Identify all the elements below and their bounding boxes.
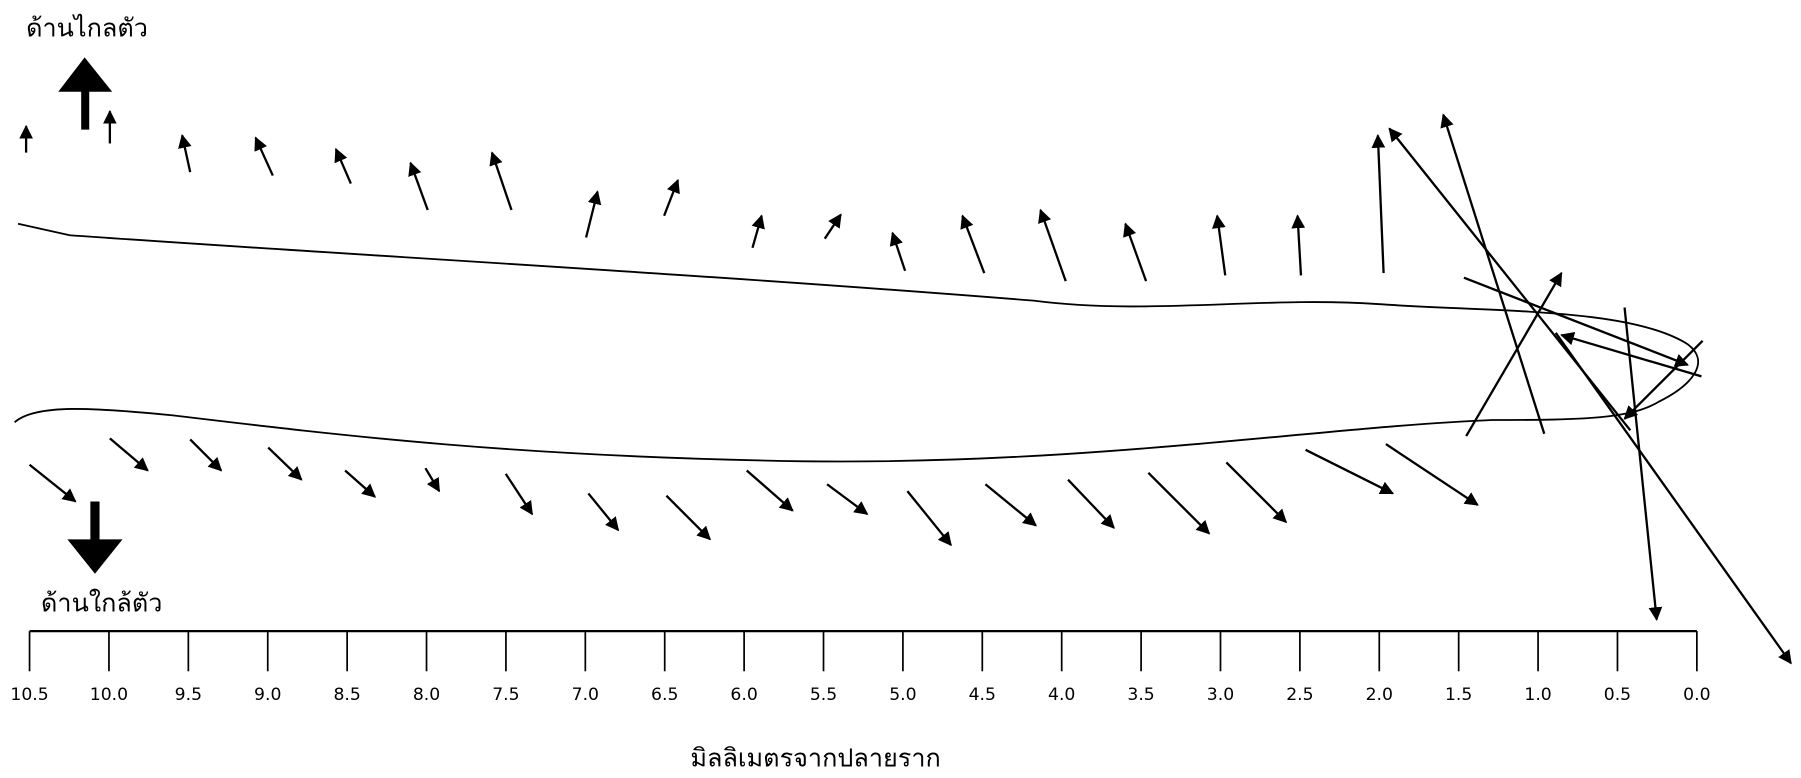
tick-label: 2.5 xyxy=(1286,685,1313,705)
growth-arrow xyxy=(408,161,429,211)
far-arrow xyxy=(58,57,113,130)
growth-arrow xyxy=(906,490,952,547)
tick-label: 5.5 xyxy=(810,685,837,705)
growth-arrow xyxy=(663,178,680,217)
growth-arrow xyxy=(665,494,711,541)
tick-label: 6.5 xyxy=(651,685,678,705)
growth-arrow xyxy=(109,437,149,472)
growth-arrow xyxy=(178,134,192,173)
tick-label: 1.5 xyxy=(1445,685,1472,705)
growth-arrow xyxy=(254,136,274,177)
growth-arrow xyxy=(1623,339,1704,420)
tick-label: 5.0 xyxy=(889,685,916,705)
growth-arrow xyxy=(504,473,534,516)
tick-label: 6.0 xyxy=(730,685,757,705)
tick-label: 0.5 xyxy=(1604,685,1631,705)
growth-arrow xyxy=(823,213,842,240)
tick-label: 4.5 xyxy=(969,685,996,705)
growth-arrow xyxy=(1147,471,1211,535)
growth-arrow xyxy=(1385,443,1479,506)
tick-label: 10.0 xyxy=(90,685,128,705)
tick-label: 1.0 xyxy=(1524,685,1551,705)
growth-arrow xyxy=(751,214,765,249)
tick-label: 4.0 xyxy=(1048,685,1075,705)
growth-arrow xyxy=(1212,214,1227,276)
growth-arrow xyxy=(1623,307,1663,622)
growth-arrow xyxy=(587,492,620,532)
growth-arrow xyxy=(960,214,986,274)
growth-arrow xyxy=(1463,276,1689,367)
axis-ticks: 10.5 10.0 9.5 9.0 8.5 8.0 7.5 7.0 6.5 6.0 5.5 5.0 4.… xyxy=(10,631,1711,705)
growth-arrow xyxy=(584,190,602,238)
growth-arrow xyxy=(1305,448,1395,495)
growth-arrow xyxy=(826,483,869,515)
growth-arrow xyxy=(1440,113,1546,435)
growth-arrow xyxy=(1554,332,1792,665)
tick-label: 7.5 xyxy=(492,685,519,705)
growth-arrow xyxy=(1225,461,1288,524)
near-arrow xyxy=(67,501,123,574)
tick-label: 3.0 xyxy=(1207,685,1234,705)
growth-arrow xyxy=(889,231,907,272)
root-outline xyxy=(14,222,1700,463)
growth-arrow xyxy=(334,147,352,185)
growth-arrow xyxy=(1465,271,1563,437)
growth-arrow xyxy=(1291,214,1306,276)
growth-arrow xyxy=(1038,208,1067,282)
tick-label: 10.5 xyxy=(10,685,48,705)
growth-arrow xyxy=(267,446,303,481)
growth-arrow xyxy=(1560,331,1702,378)
growth-arrow xyxy=(984,483,1037,527)
tick-label: 0.0 xyxy=(1683,685,1710,705)
tick-label: 8.5 xyxy=(333,685,360,705)
axis-title: มิลลิเมตรจากปลายราก xyxy=(690,744,940,773)
tick-label: 8.0 xyxy=(413,685,440,705)
growth-arrows xyxy=(19,109,1792,665)
growth-arrow xyxy=(1123,222,1148,282)
tick-label: 9.0 xyxy=(254,685,281,705)
far-side-label: ด้านไกลตัว xyxy=(26,14,148,43)
growth-arrow xyxy=(189,438,223,472)
growth-arrow xyxy=(745,469,794,512)
tick-label: 3.5 xyxy=(1127,685,1154,705)
growth-arrow xyxy=(489,151,513,211)
growth-arrow xyxy=(344,469,376,498)
tick-label: 7.0 xyxy=(572,685,599,705)
tick-label: 9.5 xyxy=(175,685,202,705)
growth-arrow xyxy=(424,467,441,493)
growth-arrow xyxy=(1371,134,1386,274)
tick-label: 2.0 xyxy=(1366,685,1393,705)
growth-arrow xyxy=(28,463,77,503)
growth-arrow xyxy=(1067,478,1115,529)
near-side-label: ด้านใกล้ตัว xyxy=(41,589,162,618)
